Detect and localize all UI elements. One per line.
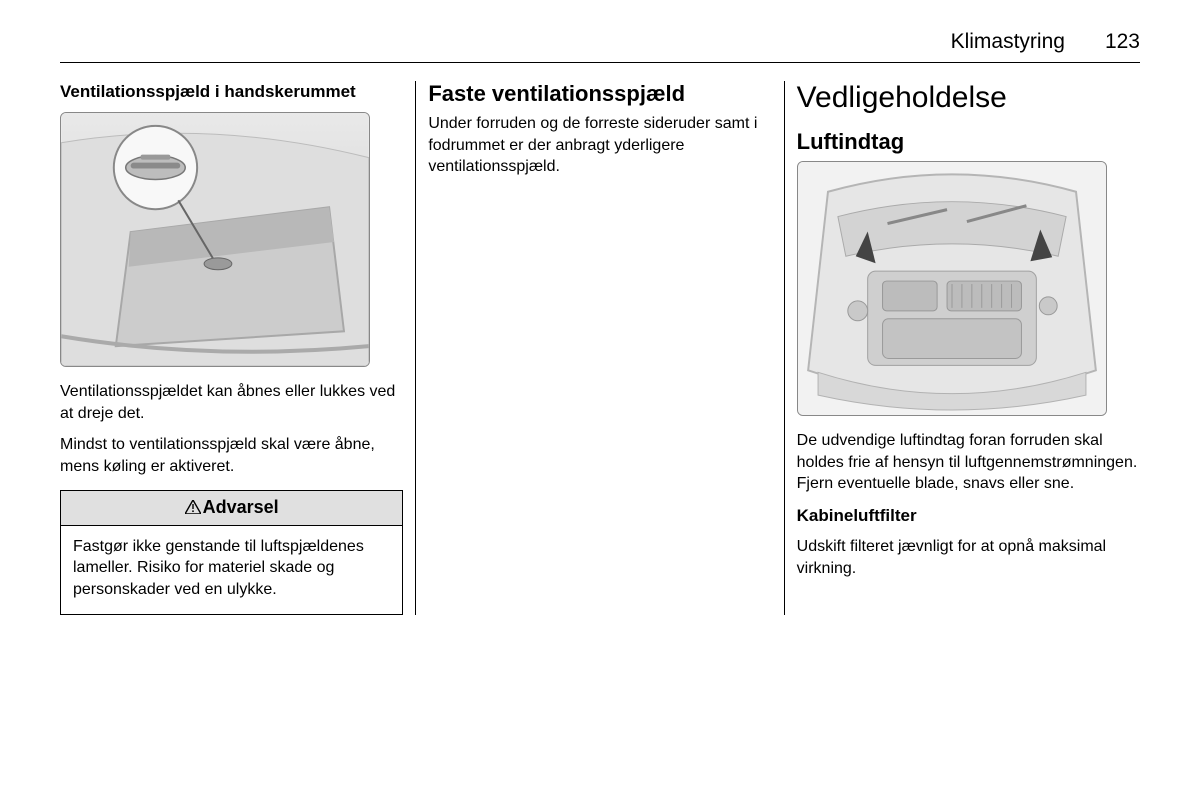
col1-para2: Mindst to ventilationsspjæld skal være å… xyxy=(60,434,403,477)
col3-heading-sub2: Kabineluftfilter xyxy=(797,505,1140,526)
content-columns: Ventilationsspjæld i handskerummet xyxy=(60,81,1140,615)
warning-triangle-icon xyxy=(185,498,201,519)
col3-para2: Udskift filteret jævnligt for at opnå ma… xyxy=(797,536,1140,579)
col2-heading: Faste ventilationsspjæld xyxy=(428,81,771,107)
manual-page: Klimastyring 123 Ventilationsspjæld i ha… xyxy=(0,0,1200,645)
col1-para1: Ventilationsspjældet kan åbnes eller luk… xyxy=(60,381,403,424)
glovebox-vent-figure xyxy=(60,112,370,367)
column-2: Faste ventilationsspjæld Under forruden … xyxy=(415,81,783,615)
glovebox-vent-illustration xyxy=(61,113,369,366)
col1-heading: Ventilationsspjæld i handskerummet xyxy=(60,81,403,102)
col2-para1: Under forruden og de forreste sideruder … xyxy=(428,113,771,178)
column-1: Ventilationsspjæld i handskerummet xyxy=(60,81,415,615)
air-intake-figure xyxy=(797,161,1107,416)
column-3: Vedligeholdelse Luftindtag xyxy=(784,81,1140,615)
warning-box: Advarsel Fastgør ikke genstande til luft… xyxy=(60,490,403,616)
col3-heading-big: Vedligeholdelse xyxy=(797,81,1140,115)
col3-para1: De udvendige luftindtag foran forruden s… xyxy=(797,430,1140,495)
warning-body-text: Fastgør ikke genstande til luftspjældene… xyxy=(61,526,402,615)
col3-heading-mid: Luftindtag xyxy=(797,129,1140,155)
warning-label-text: Advarsel xyxy=(203,497,279,517)
air-intake-illustration xyxy=(798,162,1106,415)
page-header: Klimastyring 123 xyxy=(60,30,1140,63)
header-page-number: 123 xyxy=(1105,30,1140,54)
warning-header: Advarsel xyxy=(61,491,402,526)
header-section-title: Klimastyring xyxy=(951,30,1065,54)
